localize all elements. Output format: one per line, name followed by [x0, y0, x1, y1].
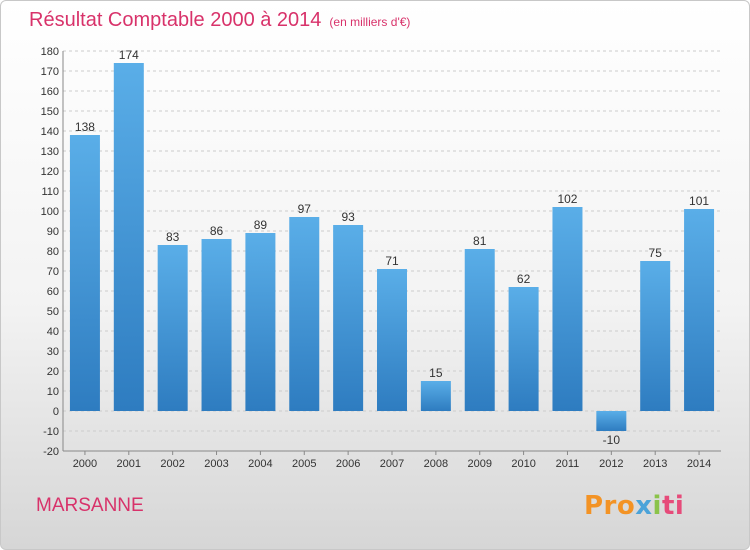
x-axis-ticks: 2000 2001 2002 2003 2004 2005 2006 2007 2008 2009…: [73, 451, 711, 470]
bar: [245, 233, 276, 411]
data-label: 102: [557, 192, 577, 206]
data-label: 138: [75, 120, 95, 134]
y-tick-label: 120: [41, 166, 59, 178]
y-tick-label: 140: [41, 126, 59, 138]
data-label: 97: [298, 202, 312, 216]
y-tick-label: 70: [47, 266, 59, 278]
x-tick-label: 2010: [511, 458, 535, 470]
bar: [508, 287, 539, 411]
y-tick-label: 0: [53, 406, 59, 418]
value-labels: 138 174 83 86 89 97 93 71 15 81 62 102 -10 75 101: [75, 48, 709, 447]
x-tick-label: 2004: [248, 458, 272, 470]
bar: [289, 217, 320, 411]
y-axis-ticks: -20 -10 0 10 20 30 40 50 60 70 80 90 100 110 120 130 140…: [41, 46, 59, 458]
x-tick-label: 2002: [160, 458, 184, 470]
y-tick-label: 110: [41, 186, 59, 198]
bar: [377, 269, 407, 411]
data-label: 89: [254, 218, 268, 232]
y-tick-label: 60: [47, 286, 59, 298]
bar: [69, 135, 100, 411]
bar: [596, 411, 627, 431]
y-tick-label: 30: [47, 346, 59, 358]
data-label: 101: [689, 194, 709, 208]
y-tick-label: 160: [41, 86, 59, 98]
bar: [333, 225, 364, 411]
bars: [69, 63, 715, 431]
x-tick-label: 2014: [687, 458, 711, 470]
bar: [420, 381, 451, 411]
data-label: 62: [517, 272, 531, 286]
bar: [464, 249, 495, 411]
y-tick-label: 90: [47, 226, 59, 238]
y-tick-label: 130: [41, 146, 59, 158]
commune-name: MARSANNE: [36, 495, 144, 516]
data-label: 15: [429, 366, 443, 380]
chart-subtitle: (en milliers d'€): [329, 15, 411, 29]
data-label: -10: [603, 433, 621, 447]
data-label: 83: [166, 230, 180, 244]
x-tick-label: 2009: [467, 458, 491, 470]
x-tick-label: 2000: [73, 458, 97, 470]
chart-title: Résultat Comptable 2000 à 2014 (en millie…: [29, 9, 410, 32]
x-tick-label: 2005: [292, 458, 316, 470]
y-tick-label: 50: [47, 306, 59, 318]
y-tick-label: 150: [41, 106, 59, 118]
bar: [552, 207, 583, 411]
x-tick-label: 2012: [599, 458, 623, 470]
x-tick-label: 2008: [424, 458, 448, 470]
x-tick-label: 2013: [643, 458, 667, 470]
x-tick-label: 2007: [380, 458, 404, 470]
bar: [201, 239, 232, 411]
x-tick-label: 2011: [556, 458, 580, 470]
chart-title-text: Résultat Comptable 2000 à 2014: [29, 9, 322, 31]
y-tick-label: 180: [41, 46, 59, 58]
proxiti-logo: Proxiti: [584, 491, 685, 521]
x-tick-label: 2001: [117, 458, 141, 470]
y-tick-label: 10: [47, 386, 59, 398]
data-label: 86: [210, 224, 224, 238]
y-tick-label: 20: [47, 366, 59, 378]
data-label: 93: [341, 210, 355, 224]
x-tick-label: 2003: [204, 458, 228, 470]
data-label: 81: [473, 234, 487, 248]
y-tick-label: -20: [43, 446, 59, 458]
y-tick-label: 100: [41, 206, 59, 218]
bar: [684, 209, 715, 411]
y-tick-label: 80: [47, 246, 59, 258]
data-label: 75: [649, 246, 663, 260]
y-tick-label: -10: [43, 426, 59, 438]
y-tick-label: 170: [41, 66, 59, 78]
bar: [640, 261, 671, 411]
bar: [157, 245, 188, 411]
x-tick-label: 2006: [336, 458, 360, 470]
y-tick-label: 40: [47, 326, 59, 338]
data-label: 174: [119, 48, 139, 62]
data-label: 71: [385, 254, 399, 268]
bar: [113, 63, 144, 411]
